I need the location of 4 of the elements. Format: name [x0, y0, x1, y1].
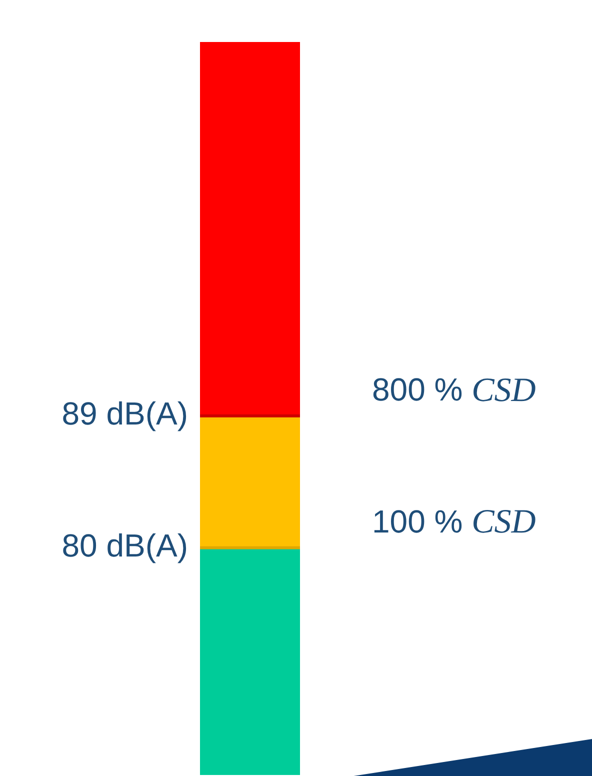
text: 100 % CSD: [372, 504, 536, 541]
ref-line-label: 89 dB(A): [62, 396, 188, 432]
text: 800 % CSD: [372, 372, 536, 409]
ref-line-label: 80 dB(A): [62, 528, 188, 564]
